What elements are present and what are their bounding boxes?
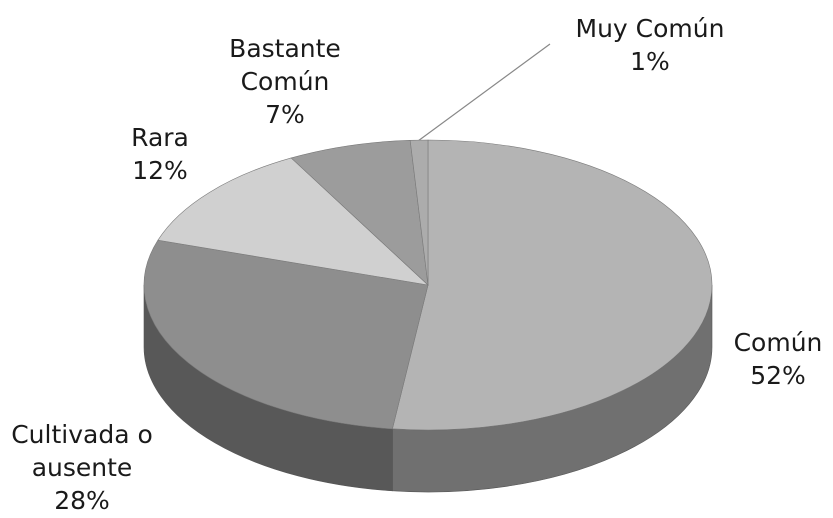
category-name: Cultivada o ausente (11, 420, 153, 482)
value-label: 52% (750, 361, 806, 390)
pie-slice (409, 139, 429, 286)
category-name: Rara (131, 123, 189, 152)
category-name: Muy Común (575, 14, 725, 43)
pie-slice (157, 157, 429, 286)
value-label: 7% (265, 100, 305, 129)
slice-label: Bastante Común 7% (205, 32, 365, 131)
pie-slice (290, 139, 429, 286)
slice-label: Muy Común 1% (540, 12, 760, 78)
slice-label: Cultivada o ausente 28% (0, 418, 172, 517)
leader-line (417, 43, 551, 142)
value-label: 1% (630, 47, 670, 76)
value-label: 28% (54, 486, 110, 515)
slice-label: Común 52% (718, 326, 833, 392)
value-label: 12% (132, 156, 188, 185)
pie-tops (143, 139, 713, 431)
pie-slice (392, 139, 713, 431)
category-name: Común (733, 328, 823, 357)
slice-label: Rara 12% (100, 121, 220, 187)
category-name: Bastante Común (229, 34, 341, 96)
pie-slice (143, 239, 429, 430)
